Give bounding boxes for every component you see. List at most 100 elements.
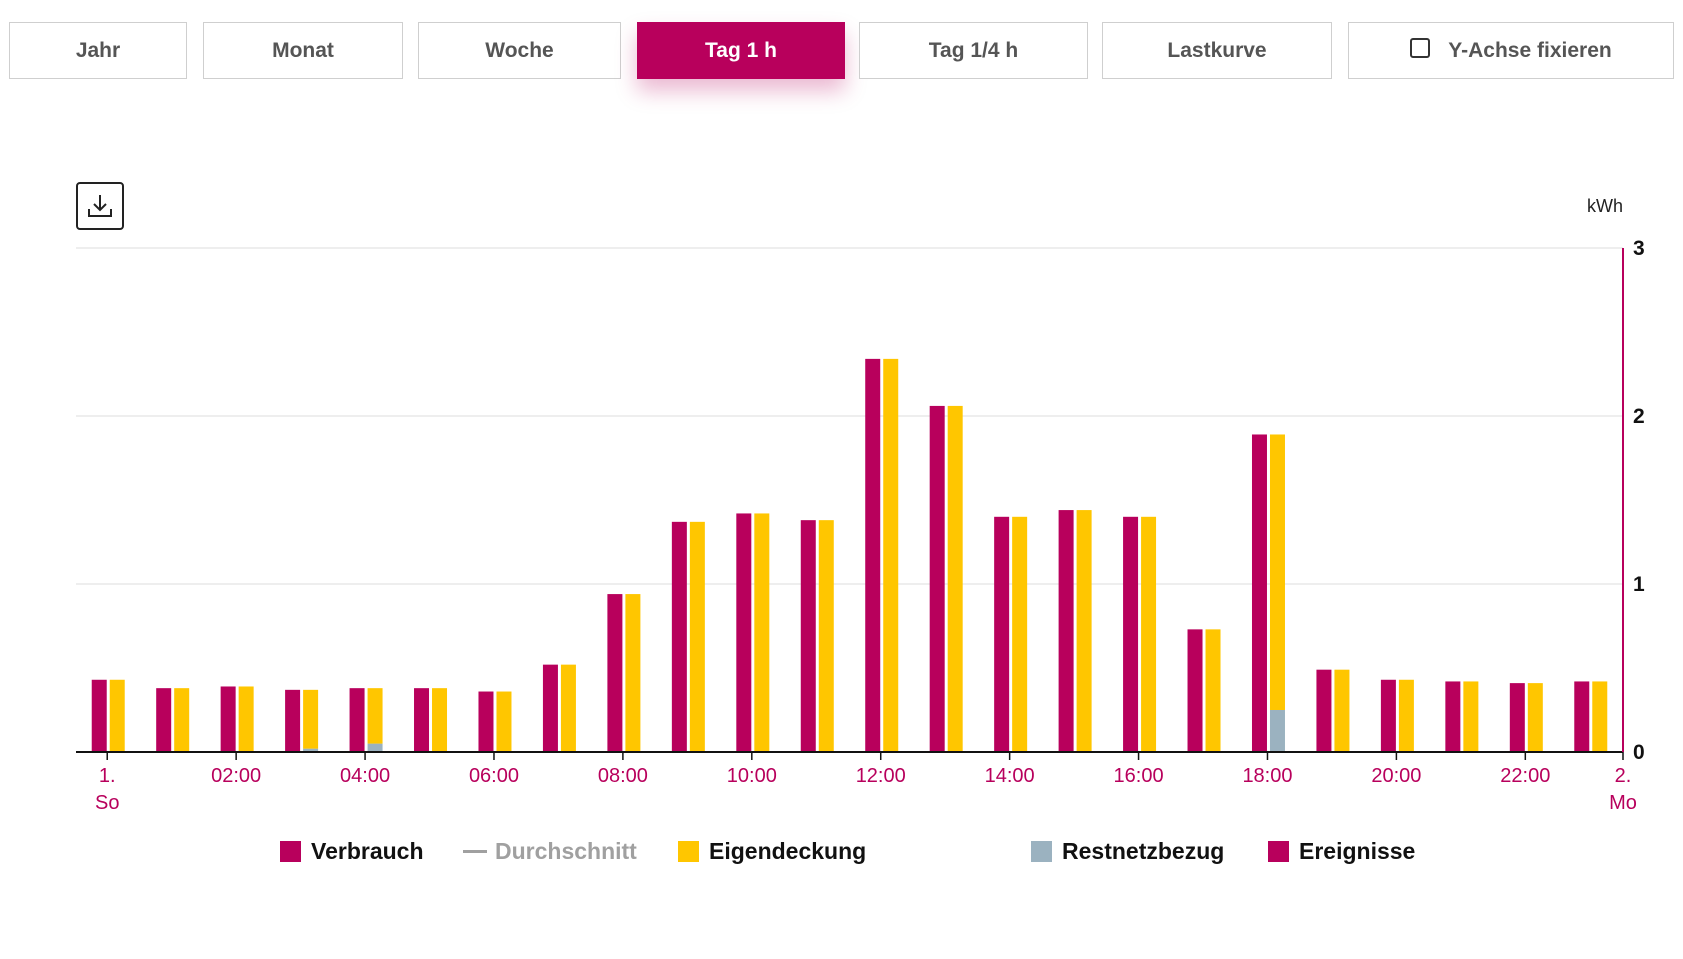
- x-tick-label: 10:00: [727, 765, 777, 787]
- bar-eigendeckung: [109, 679, 125, 752]
- bar-eigendeckung: [1592, 681, 1608, 752]
- tab-tag-1h-label: Tag 1 h: [705, 38, 777, 62]
- x-tick-label: 04:00: [340, 765, 390, 787]
- bar-eigendeckung: [238, 686, 254, 752]
- bar-verbrauch: [1509, 683, 1525, 752]
- bar-eigendeckung: [1141, 516, 1157, 752]
- x-tick-label: So: [95, 792, 119, 814]
- bar-verbrauch: [1574, 681, 1590, 752]
- tab-monat-label: Monat: [272, 38, 334, 62]
- legend-durchschnitt-label: Durchschnitt: [495, 838, 637, 864]
- bar-verbrauch: [865, 358, 881, 752]
- bars: [91, 358, 1608, 752]
- y-axis-unit: kWh: [1587, 196, 1623, 216]
- bar-verbrauch: [414, 688, 430, 752]
- bar-verbrauch: [285, 689, 301, 752]
- bar-verbrauch: [736, 513, 752, 752]
- tab-lastkurve[interactable]: Lastkurve: [1102, 22, 1332, 79]
- period-tabs: Jahr Monat Woche Tag 1 h Tag 1/4 h Lastk…: [9, 22, 1674, 81]
- x-tick-label: 22:00: [1500, 765, 1550, 787]
- x-tick-label: 2.: [1615, 765, 1632, 787]
- x-tick-label: 16:00: [1114, 765, 1164, 787]
- y-tick-label: 0: [1633, 741, 1645, 764]
- bar-eigendeckung: [883, 358, 899, 752]
- consumption-chart: 0 1 2 3 1. So 2. Mo 02:00 04:00 06:00 08:00 10:00 12:…: [76, 196, 1645, 814]
- bar-eigendeckung: [560, 664, 576, 752]
- bar-verbrauch: [1251, 434, 1267, 752]
- x-tick-label: Mo: [1609, 792, 1637, 814]
- tab-woche[interactable]: Woche: [418, 22, 621, 79]
- bar-eigendeckung: [754, 513, 770, 752]
- legend-eigendeckung-swatch: [678, 841, 699, 862]
- y-axis-fix-toggle[interactable]: Y-Achse fixieren: [1348, 22, 1674, 79]
- bar-verbrauch: [929, 405, 945, 752]
- tab-woche-label: Woche: [485, 38, 554, 62]
- tab-jahr[interactable]: Jahr: [9, 22, 187, 79]
- legend-durchschnitt[interactable]: Durchschnitt: [463, 838, 637, 865]
- chart-legend: Verbrauch Durchschnitt Eigendeckung Rest…: [0, 838, 1683, 868]
- y-tick-label: 1: [1633, 573, 1645, 596]
- axes: 0 1 2 3 1. So 2. Mo 02:00 04:00 06:00 08:00 10:00 12:…: [76, 237, 1645, 814]
- download-icon: [88, 195, 112, 217]
- x-tick-label: 18:00: [1242, 765, 1292, 787]
- bar-restnetzbezug: [367, 743, 383, 752]
- y-tick-label: 2: [1633, 405, 1645, 428]
- legend-verbrauch-swatch: [280, 841, 301, 862]
- bar-verbrauch: [1058, 510, 1074, 752]
- bar-eigendeckung: [1334, 669, 1350, 752]
- x-tick-label: 02:00: [211, 765, 261, 787]
- bar-eigendeckung: [1076, 510, 1092, 752]
- bar-eigendeckung: [1012, 516, 1028, 752]
- legend-ereignisse[interactable]: Ereignisse: [1268, 838, 1415, 865]
- bar-restnetzbezug: [1269, 710, 1285, 752]
- bar-verbrauch: [994, 516, 1010, 752]
- y-tick-label: 3: [1633, 237, 1645, 260]
- bar-verbrauch: [800, 520, 816, 752]
- tab-tag-quarter-hour-label: Tag 1/4 h: [928, 38, 1019, 62]
- bar-eigendeckung: [625, 594, 641, 752]
- tab-tag-1h[interactable]: Tag 1 h: [637, 22, 845, 79]
- grid-lines: [76, 247, 1623, 585]
- bar-verbrauch: [1380, 679, 1396, 752]
- legend-eigendeckung[interactable]: Eigendeckung: [678, 838, 866, 865]
- bar-eigendeckung: [947, 405, 963, 752]
- bar-verbrauch: [478, 691, 494, 752]
- bar-verbrauch: [607, 594, 623, 752]
- bar-eigendeckung: [689, 521, 705, 752]
- download-button[interactable]: [76, 182, 124, 230]
- bar-eigendeckung: [432, 688, 448, 752]
- x-tick-label: 1.: [99, 765, 116, 787]
- tab-tag-quarter-hour[interactable]: Tag 1/4 h: [859, 22, 1088, 79]
- x-tick-label: 14:00: [985, 765, 1035, 787]
- x-tick-label: 06:00: [469, 765, 519, 787]
- bar-verbrauch: [220, 686, 236, 752]
- x-tick-label: 20:00: [1371, 765, 1421, 787]
- bar-verbrauch: [671, 521, 687, 752]
- bar-eigendeckung: [303, 689, 319, 749]
- bar-eigendeckung: [1527, 683, 1543, 752]
- tab-monat[interactable]: Monat: [203, 22, 403, 79]
- bar-verbrauch: [1316, 669, 1332, 752]
- legend-eigendeckung-label: Eigendeckung: [709, 838, 867, 864]
- bar-eigendeckung: [496, 691, 512, 752]
- tab-jahr-label: Jahr: [75, 38, 121, 62]
- x-tick-label: 08:00: [598, 765, 648, 787]
- legend-verbrauch[interactable]: Verbrauch: [280, 838, 424, 865]
- legend-restnetzbezug-label: Restnetzbezug: [1062, 838, 1225, 864]
- bar-verbrauch: [91, 679, 107, 752]
- legend-ereignisse-label: Ereignisse: [1299, 838, 1416, 864]
- legend-ereignisse-swatch: [1268, 841, 1289, 862]
- bar-eigendeckung: [1463, 681, 1479, 752]
- legend-verbrauch-label: Verbrauch: [311, 838, 424, 864]
- bar-eigendeckung: [367, 688, 383, 744]
- bar-verbrauch: [1123, 516, 1139, 752]
- bar-verbrauch: [1445, 681, 1461, 752]
- y-axis-fix-label: Y-Achse fixieren: [1448, 38, 1612, 62]
- bar-eigendeckung: [1269, 434, 1285, 710]
- bar-verbrauch: [542, 664, 558, 752]
- bar-verbrauch: [349, 688, 365, 752]
- y-axis-fix-checkbox[interactable]: [1410, 37, 1431, 58]
- legend-restnetzbezug[interactable]: Restnetzbezug: [1031, 838, 1224, 865]
- tab-lastkurve-label: Lastkurve: [1167, 38, 1267, 62]
- bar-restnetzbezug: [303, 748, 319, 752]
